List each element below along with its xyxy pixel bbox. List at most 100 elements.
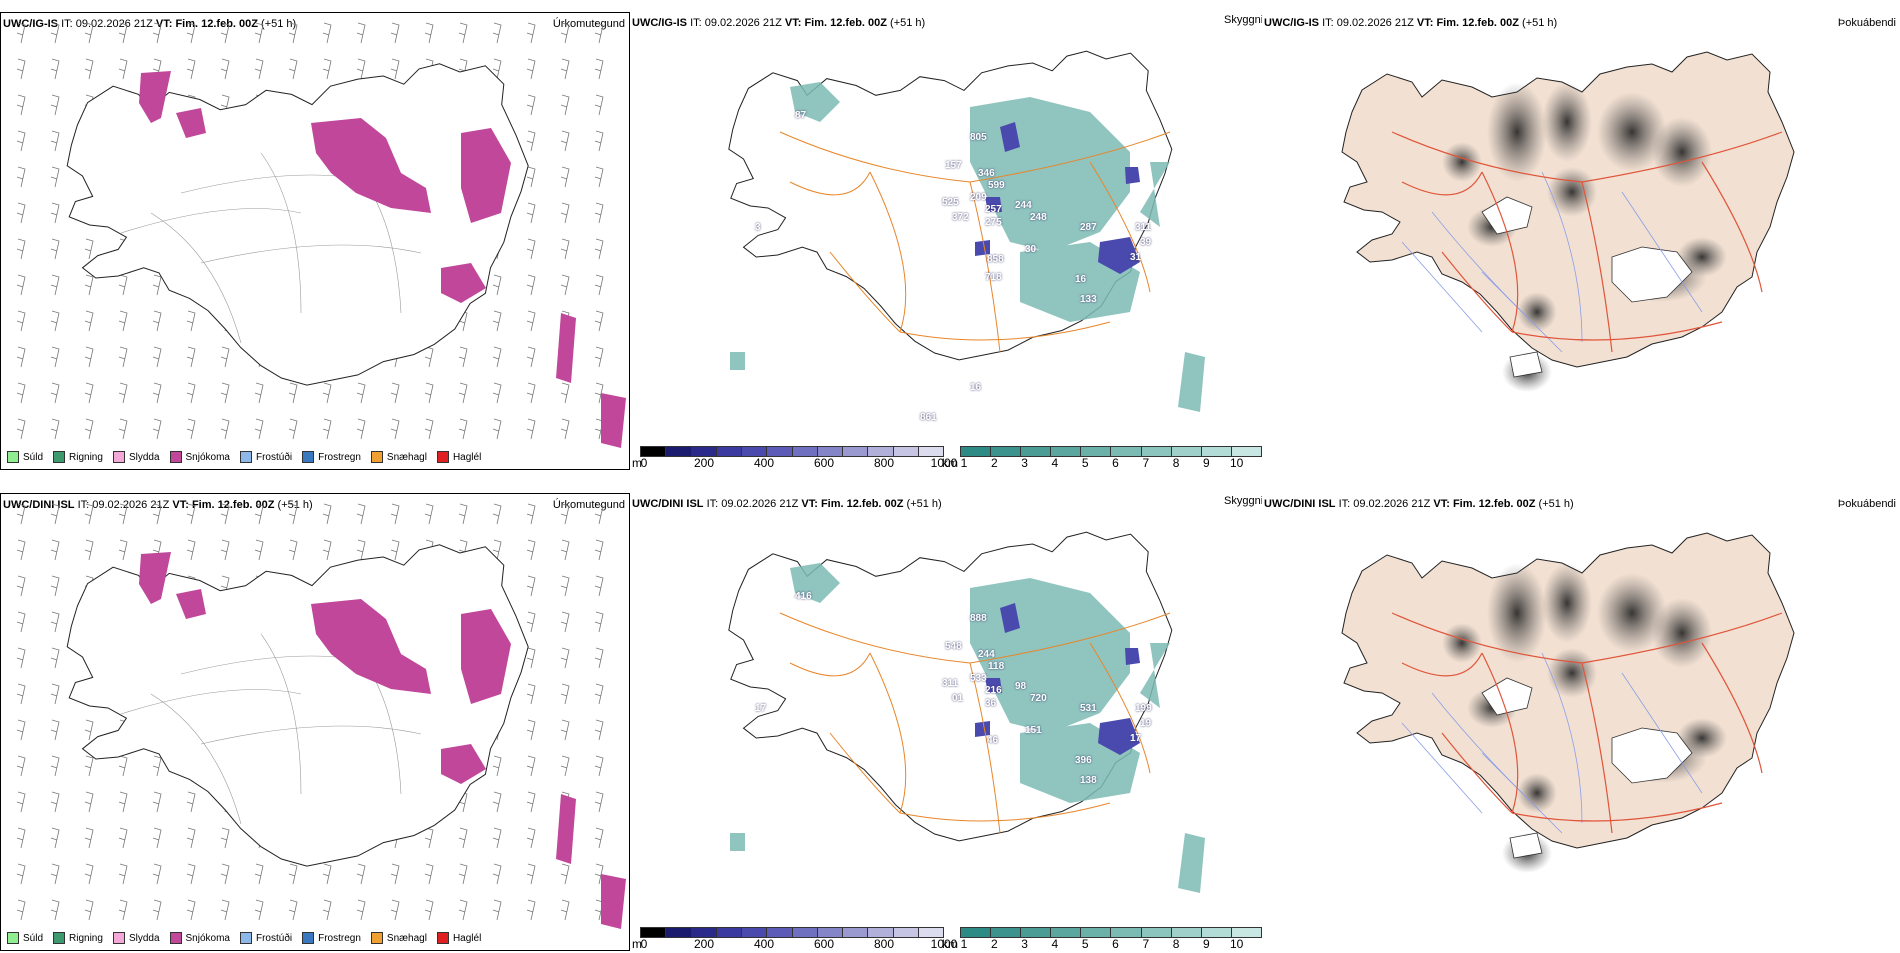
legend-item-frostúði: Frostúði [239,932,292,944]
wind-barb [492,274,502,296]
legend-label: Snjókoma [185,932,230,944]
wind-barb [322,382,332,404]
road-line [969,662,1001,834]
init-time-label: IT: [706,498,719,510]
snowfall-area [311,599,431,694]
legend-label: Rigning [69,932,103,944]
wind-barb [458,899,468,921]
wind-barb [50,539,60,561]
visibility-bar-cell [1111,928,1142,937]
wind-barb [50,755,60,777]
river [1481,271,1563,353]
wind-barb [594,382,604,404]
wind-barb [254,382,264,404]
ceiling-tick: 800 [873,456,895,470]
wind-barb [492,346,502,368]
snowfall-area [556,313,576,383]
ceiling-unit: m [632,456,642,470]
wind-barb [50,418,60,440]
road-line [1089,161,1151,293]
visibility-bar-cell [1021,447,1052,456]
visibility-value: 30 [1025,244,1037,255]
road-line [1701,161,1763,293]
road-line [1401,652,1483,677]
glacier [1481,677,1533,716]
road-line [1481,652,1519,814]
panel-header: UWC/DINI ISL IT: 09.02.2026 21Z VT: Fim.… [3,499,313,511]
terrain-line [150,212,242,344]
wind-barb [390,899,400,921]
wind-barb [118,791,128,813]
panel-header: UWC/IG-IS IT: 09.02.2026 21Z VT: Fim. 12… [1264,17,1557,29]
wind-barb [594,791,604,813]
low-ceiling-area [985,678,1002,693]
river [1481,752,1563,834]
wind-barb [118,310,128,332]
snowfall-area [139,552,171,604]
visibility-tick: 1 [960,937,968,951]
glacier-areas [1481,196,1693,378]
road-line [1581,131,1783,183]
wind-barb [50,719,60,741]
wind-barb [220,346,230,368]
river [1541,652,1583,824]
wind-barb [16,166,26,188]
model-name: UWC/IG-IS [3,18,58,30]
road-line [789,652,871,677]
init-time-label: IT: [77,499,90,511]
vis-panel-title: Skyggni [1224,495,1262,507]
init-time-value: 09.02.2026 21Z [721,498,799,510]
road-line [969,612,1171,664]
wind-barb [458,382,468,404]
visibility-value: 46 [987,735,999,746]
ceiling-bar-cell [716,928,742,937]
ceiling-bar-cell [742,928,768,937]
visibility-value: 548 [945,641,962,652]
wind-barb [526,539,536,561]
visibility-bar [960,446,1262,457]
valid-time-value: Fim. 12.feb. 00Z [820,498,904,510]
wind-barb [288,22,298,44]
wind-barb [254,539,264,561]
road-line [899,802,1111,822]
wind-barb [152,310,162,332]
wind-barb [118,539,128,561]
wind-barb [118,58,128,80]
precip-type-panel-row-1: UWC/IG-IS IT: 09.02.2026 21Z VT: Fim. 12… [0,12,630,470]
low-visibility-area [790,82,840,122]
wind-barb [594,274,604,296]
wind-barb [560,755,570,777]
visibility-value: 275 [985,217,1002,228]
wind-barb [118,827,128,849]
legend-item-frostregn: Frostregn [302,932,361,944]
ceiling-bar-cell [893,447,919,456]
visibility-bar-cell [991,928,1022,937]
wind-barb [526,755,536,777]
wind-barb [526,899,536,921]
wind-barb [254,863,264,885]
visibility-value: 720 [1030,693,1047,704]
wind-barb [560,22,570,44]
road-line [1581,662,1613,834]
visibility-value: 98 [1015,681,1027,692]
road-line [779,612,971,664]
wind-barb [594,58,604,80]
ceiling-tick: 0 [640,456,648,470]
wind-barb [424,382,434,404]
visibility-bar-cell [1201,447,1232,456]
wind-barb [594,503,604,525]
wind-barb [16,899,26,921]
wind-barb [84,238,94,260]
wind-barb [50,575,60,597]
valid-time-label: VT: [1416,17,1434,29]
ceiling-bar-cell [792,928,818,937]
legend-label: Snæhagl [386,932,427,944]
ceiling-tick: 200 [693,456,715,470]
lead-time: (+51 h) [1522,17,1558,29]
precip-map [16,22,626,448]
legend-swatch [436,451,449,463]
wind-barb [356,539,366,561]
road-line [1391,612,1583,664]
visibility-tick: 4 [1051,456,1059,470]
visibility-bar [960,927,1262,938]
